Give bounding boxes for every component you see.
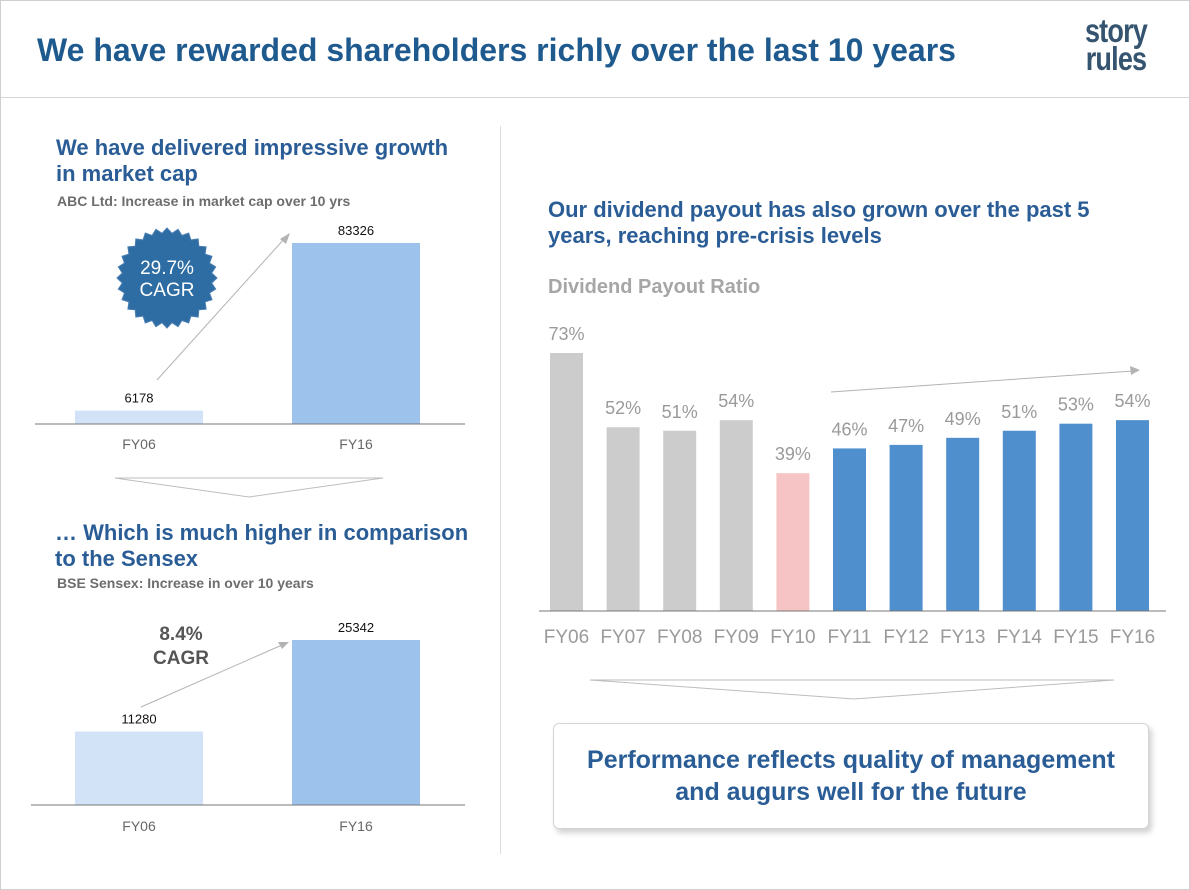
sensex-bars: 11280 FY06 25342 FY16 <box>75 620 420 834</box>
category-label: FY06 <box>122 818 156 834</box>
growth-arrow-head <box>280 233 290 244</box>
bar-fy11 <box>833 448 866 611</box>
sensex-heading: … Which is much higher in comparison to … <box>55 520 469 571</box>
category-label: FY10 <box>770 627 815 648</box>
dividend-bars: 73% FY06 52% FY07 51% FY08 54% FY09 39% FY10 46% FY… <box>544 324 1155 648</box>
logo-line-2: rules <box>1085 40 1147 77</box>
market-cap-chart: 29.7% CAGR 6178 FY06 83326 FY16 <box>35 223 465 452</box>
bar-fy07 <box>606 427 640 611</box>
cagr-badge-value: 29.7% <box>140 258 194 279</box>
bar-fy08 <box>663 430 697 611</box>
sensex-arrow-head <box>278 642 289 649</box>
bar-fy13 <box>946 437 980 611</box>
category-label: FY06 <box>544 627 589 648</box>
trend-arrow-head <box>1130 366 1140 375</box>
market-cap-subheading: ABC Ltd: Increase in market cap over 10 … <box>57 193 351 209</box>
category-label: FY12 <box>883 627 928 648</box>
bar-value-label: 51% <box>662 402 698 422</box>
funnel-shape <box>114 477 384 498</box>
bar-fy15 <box>1059 423 1093 611</box>
bar-value-label: 39% <box>775 444 811 464</box>
down-funnel-right <box>589 679 1115 700</box>
bar-fy12 <box>889 444 923 611</box>
market-cap-bars: 6178 FY06 83326 FY16 <box>75 223 420 452</box>
sensex-subheading: BSE Sensex: Increase in over 10 years <box>57 575 314 591</box>
bar-value-label: 53% <box>1058 395 1094 415</box>
category-label: FY09 <box>714 627 759 648</box>
category-label: FY11 <box>827 627 871 648</box>
category-label: FY14 <box>997 627 1043 648</box>
takeaway-box: Performance reflects quality of manageme… <box>553 723 1149 829</box>
cagr-badge-label: CAGR <box>140 280 195 301</box>
cagr-seal-badge <box>116 227 218 329</box>
growth-arrow-line <box>156 237 286 381</box>
bar-fy16 <box>292 640 420 805</box>
category-label: FY06 <box>122 436 156 452</box>
vertical-divider <box>500 126 501 854</box>
sensex-arrow-line <box>140 644 283 708</box>
dividend-payout-chart: 73% FY06 52% FY07 51% FY08 54% FY09 39% FY10 46% FY… <box>539 324 1166 648</box>
category-label: FY07 <box>600 627 645 648</box>
category-label: FY13 <box>940 627 985 648</box>
bar-fy09 <box>719 420 753 611</box>
bar-value-label: 25342 <box>338 620 374 635</box>
story-rules-logo: story rules <box>1075 12 1157 77</box>
bar-value-label: 49% <box>945 409 981 429</box>
sensex-cagr-value: 8.4% <box>159 624 202 645</box>
category-label: FY15 <box>1053 627 1098 648</box>
bar-fy06 <box>75 410 203 424</box>
takeaway-text: Performance reflects quality of manageme… <box>587 746 1115 806</box>
bar-value-label: 54% <box>1114 391 1150 411</box>
sensex-chart: 8.4% CAGR 11280 FY06 25342 FY16 <box>31 620 465 834</box>
sensex-cagr-label: CAGR <box>153 648 209 669</box>
bar-fy06 <box>75 731 203 805</box>
funnel-shape <box>589 679 1115 700</box>
dividend-heading: Our dividend payout has also grown over … <box>548 197 1090 248</box>
dividend-chart-title: Dividend Payout Ratio <box>548 276 761 298</box>
trend-arrow-line <box>830 370 1134 393</box>
down-funnel-left <box>114 477 384 498</box>
bar-value-label: 11280 <box>121 712 156 727</box>
bar-value-label: 73% <box>548 324 584 344</box>
bar-value-label: 52% <box>605 398 641 418</box>
category-label: FY16 <box>1110 627 1155 648</box>
bar-value-label: 54% <box>718 391 754 411</box>
category-label: FY16 <box>339 818 373 834</box>
bar-value-label: 83326 <box>338 223 374 238</box>
category-label: FY16 <box>339 436 373 452</box>
title-divider <box>1 97 1189 98</box>
market-cap-heading: We have delivered impressive growth in m… <box>56 135 449 186</box>
bar-fy16 <box>1116 420 1149 611</box>
bar-fy14 <box>1002 430 1036 611</box>
logo-line-1: story <box>1084 12 1148 49</box>
category-label: FY08 <box>657 627 702 648</box>
bar-fy16 <box>292 243 420 424</box>
bar-fy06 <box>550 353 583 611</box>
bar-value-label: 47% <box>888 416 924 436</box>
bar-value-label: 46% <box>831 419 867 439</box>
page-title: We have rewarded shareholders richly ove… <box>37 32 956 68</box>
bar-value-label: 6178 <box>125 391 154 406</box>
bar-fy10 <box>776 473 810 611</box>
bar-value-label: 51% <box>1001 402 1037 422</box>
